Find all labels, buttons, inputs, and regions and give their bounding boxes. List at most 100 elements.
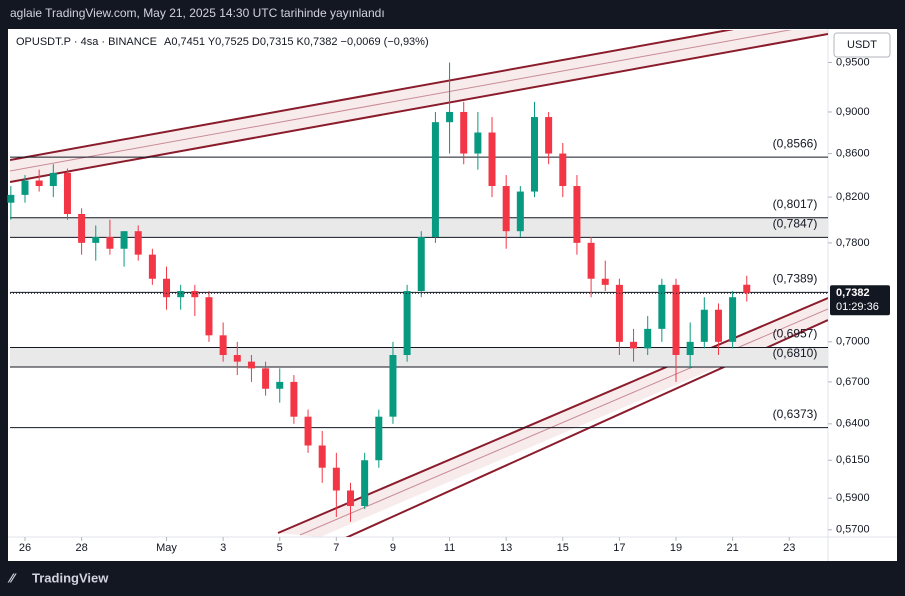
- x-tick-label: 11: [444, 542, 455, 554]
- candle-body: [35, 180, 43, 187]
- level-label: (0,8017): [773, 197, 818, 211]
- candle-body: [92, 237, 100, 243]
- y-tick-label: 0,9500: [836, 56, 870, 68]
- lower-channel-mid: [299, 308, 828, 536]
- candle-body: [601, 278, 609, 285]
- level-label: (0,7847): [773, 217, 818, 231]
- y-tick-label: 0,6150: [836, 454, 870, 466]
- candle-body: [630, 341, 638, 349]
- currency-label: USDT: [847, 39, 877, 51]
- y-tick-label: 0,5900: [836, 492, 870, 504]
- candle-body: [276, 381, 284, 389]
- y-tick-label: 0,9000: [836, 106, 870, 118]
- candle-body: [474, 132, 482, 154]
- candle-body: [219, 335, 227, 355]
- candle-body: [644, 328, 652, 349]
- candle-body: [332, 467, 340, 491]
- candle-body: [743, 284, 751, 294]
- candle-body: [7, 194, 15, 203]
- x-tick-label: 19: [670, 542, 682, 554]
- x-tick-label: 15: [557, 542, 569, 554]
- x-tick-label: 9: [390, 542, 396, 554]
- candle-body: [700, 309, 708, 342]
- candle-body: [262, 368, 270, 389]
- candle-body: [21, 180, 29, 195]
- lower-channel-line: [277, 297, 828, 534]
- x-tick-label: 17: [613, 542, 625, 554]
- symbol-title: OPUSDT.P · 4sa · BINANCE: [16, 36, 157, 48]
- y-tick-label: 0,8200: [836, 191, 870, 203]
- candle-body: [446, 111, 454, 123]
- x-tick-label: 23: [783, 542, 795, 554]
- candle-body: [148, 254, 156, 279]
- candle-body: [177, 291, 185, 298]
- candle-body: [530, 117, 538, 192]
- level-label: (0,6373): [773, 407, 818, 421]
- y-tick-label: 0,7000: [836, 336, 870, 348]
- level-label: (0,6810): [773, 346, 818, 360]
- candle-body: [587, 242, 595, 279]
- ohlc-readout: A0,7451 Y0,7525 D0,7315 K0,7382 −0,0069 …: [164, 36, 429, 48]
- y-tick-label: 0,6400: [836, 418, 870, 430]
- candle-body: [573, 186, 581, 243]
- candle-body: [403, 291, 411, 355]
- y-tick-label: 0,7800: [836, 237, 870, 249]
- candle-body: [615, 284, 623, 342]
- level-label: (0,8566): [773, 136, 818, 150]
- x-tick-label: May: [156, 542, 177, 554]
- candle-body: [729, 297, 737, 342]
- candle-body: [672, 284, 680, 355]
- candle-body: [375, 416, 383, 461]
- candle-body: [134, 231, 142, 255]
- candle-body: [120, 231, 128, 249]
- y-tick-label: 0,5700: [836, 524, 870, 536]
- candle-body: [516, 191, 524, 232]
- upper-channel-mid: [10, 30, 793, 172]
- candle-body: [163, 278, 171, 298]
- x-tick-label: 5: [277, 542, 283, 554]
- candle-body: [389, 354, 397, 417]
- x-tick-label: 28: [75, 542, 87, 554]
- currency-box: [833, 32, 891, 58]
- candle-body: [431, 122, 439, 238]
- candle-body: [63, 172, 71, 214]
- candle-body: [417, 237, 425, 292]
- y-tick-label: 0,6700: [836, 376, 870, 388]
- candle-body: [49, 172, 57, 187]
- level-zone: [10, 217, 828, 238]
- upper-channel-line: [10, 30, 735, 161]
- last-price-box: [830, 285, 890, 316]
- candle-body: [247, 361, 255, 369]
- x-tick-label: 7: [333, 542, 339, 554]
- candle-body: [233, 354, 241, 362]
- candle-body: [460, 111, 468, 154]
- candle-body: [318, 445, 326, 468]
- x-tick-label: 26: [19, 542, 31, 554]
- footer-logo: ⁄⁄: [7, 570, 17, 585]
- candle-body: [205, 297, 213, 336]
- candle-body: [78, 213, 86, 243]
- candle-body: [545, 117, 553, 154]
- footer-brand: TradingView: [32, 570, 109, 585]
- candle-body: [106, 237, 114, 249]
- last-price-label: 0,7382: [836, 287, 870, 299]
- candle-body: [488, 132, 496, 187]
- candle-body: [361, 460, 369, 506]
- candle-body: [502, 186, 510, 232]
- candle-body: [686, 341, 694, 355]
- x-tick-label: 13: [500, 542, 512, 554]
- countdown-label: 01:29:36: [836, 301, 879, 313]
- chart-panel: [8, 29, 897, 561]
- y-tick-label: 0,8600: [836, 147, 870, 159]
- candle-body: [347, 490, 355, 506]
- x-tick-label: 3: [220, 542, 226, 554]
- level-zone: [10, 347, 828, 368]
- candle-body: [191, 291, 199, 298]
- level-label: (0,6957): [773, 327, 818, 341]
- candle-body: [304, 416, 312, 446]
- candle-body: [714, 309, 722, 342]
- candle-body: [290, 381, 298, 417]
- publish-header: aglaie TradingView.com, May 21, 2025 14:…: [10, 6, 385, 20]
